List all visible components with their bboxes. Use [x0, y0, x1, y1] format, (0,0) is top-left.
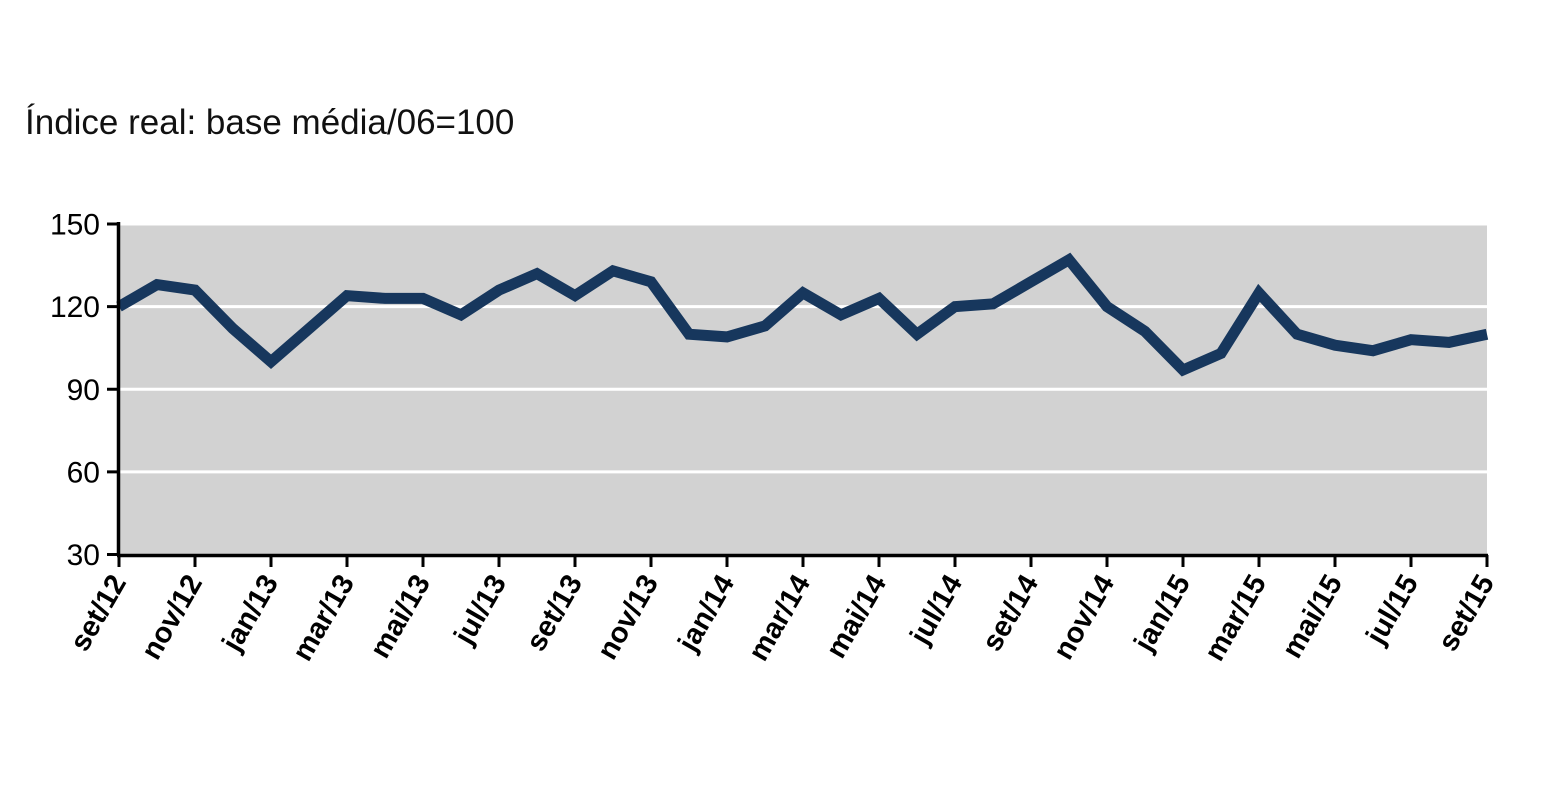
x-tick-label-mar-14: mar/14	[743, 570, 817, 667]
x-tick-label-nov-13: nov/13	[591, 570, 665, 666]
x-tick-label-mar-15: mar/15	[1199, 570, 1273, 667]
x-tick-label-mar-13: mar/13	[287, 570, 361, 667]
x-tick-label-set-13: set/13	[520, 570, 589, 657]
y-tick-label-90: 90	[67, 374, 100, 407]
x-tick-label-nov-14: nov/14	[1047, 570, 1121, 666]
y-tick-label-30: 30	[67, 539, 100, 572]
series-line	[116, 252, 1489, 377]
x-tick-label-jul-15: jul/15	[1360, 570, 1425, 651]
x-tick-label-jan-14: jan/14	[672, 570, 741, 658]
x-tick-label-set-15: set/15	[1432, 570, 1501, 657]
x-tick-label-mai-14: mai/14	[820, 570, 893, 664]
x-tick-label-mai-15: mai/15	[1276, 570, 1349, 664]
x-tick-label-mai-13: mai/13	[364, 570, 437, 664]
chart-title: Índice real: base média/06=100	[25, 103, 515, 142]
x-tick-label-jan-15: jan/15	[1128, 570, 1197, 658]
x-tick-label-set-14: set/14	[976, 570, 1045, 657]
y-tick-label-120: 120	[50, 291, 100, 324]
x-tick-label-nov-12: nov/12	[135, 570, 209, 666]
y-tick-label-150: 150	[50, 209, 100, 242]
x-tick-label-jul-13: jul/13	[448, 570, 513, 651]
x-tick-label-jul-14: jul/14	[904, 570, 969, 651]
y-tick-label-60: 60	[67, 456, 100, 489]
x-tick-label-set-12: set/12	[64, 570, 133, 657]
x-tick-label-jan-13: jan/13	[216, 570, 285, 658]
